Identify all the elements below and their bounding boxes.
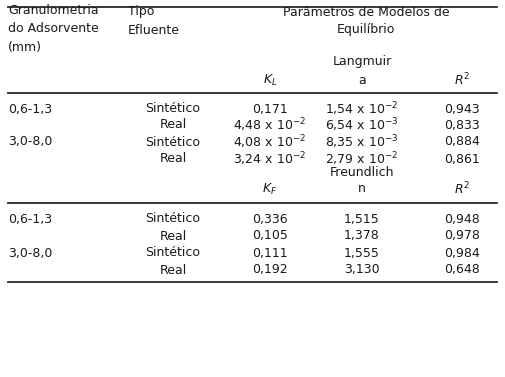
Text: 3,24 x 10$^{-2}$: 3,24 x 10$^{-2}$	[233, 150, 307, 168]
Text: 0,192: 0,192	[252, 264, 288, 276]
Text: 0,943: 0,943	[444, 103, 480, 115]
Text: 0,978: 0,978	[444, 230, 480, 242]
Text: 1,555: 1,555	[344, 247, 380, 259]
Text: Freundlich: Freundlich	[330, 167, 394, 179]
Text: 1,378: 1,378	[344, 230, 380, 242]
Text: 1,515: 1,515	[344, 213, 380, 225]
Text: 3,0-8,0: 3,0-8,0	[8, 135, 53, 149]
Text: 3,130: 3,130	[344, 264, 380, 276]
Text: 0,171: 0,171	[252, 103, 288, 115]
Text: 0,884: 0,884	[444, 135, 480, 149]
Text: Real: Real	[160, 118, 187, 132]
Text: Sintético: Sintético	[145, 247, 200, 259]
Text: Real: Real	[160, 230, 187, 242]
Text: 0,948: 0,948	[444, 213, 480, 225]
Text: Langmuir: Langmuir	[332, 55, 391, 67]
Text: 0,336: 0,336	[252, 213, 288, 225]
Text: $K_L$: $K_L$	[263, 72, 277, 87]
Text: 3,0-8,0: 3,0-8,0	[8, 247, 53, 259]
Text: $R^2$: $R^2$	[454, 181, 470, 197]
Text: n: n	[358, 182, 366, 196]
Text: 2,79 x 10$^{-2}$: 2,79 x 10$^{-2}$	[325, 150, 398, 168]
Text: 0,105: 0,105	[252, 230, 288, 242]
Text: $R^2$: $R^2$	[454, 72, 470, 88]
Text: 8,35 x 10$^{-3}$: 8,35 x 10$^{-3}$	[325, 133, 399, 151]
Text: 0,6-1,3: 0,6-1,3	[8, 103, 52, 115]
Text: 4,08 x 10$^{-2}$: 4,08 x 10$^{-2}$	[233, 133, 307, 151]
Text: 4,48 x 10$^{-2}$: 4,48 x 10$^{-2}$	[233, 116, 307, 134]
Text: 0,648: 0,648	[444, 264, 480, 276]
Text: Real: Real	[160, 264, 187, 276]
Text: Sintético: Sintético	[145, 103, 200, 115]
Text: Granulometria
do Adsorvente
(mm): Granulometria do Adsorvente (mm)	[8, 5, 99, 54]
Text: Tipo
Efluente: Tipo Efluente	[128, 6, 180, 37]
Text: 0,111: 0,111	[252, 247, 288, 259]
Text: 0,833: 0,833	[444, 118, 480, 132]
Text: 1,54 x 10$^{-2}$: 1,54 x 10$^{-2}$	[325, 100, 398, 118]
Text: Sintético: Sintético	[145, 213, 200, 225]
Text: 0,6-1,3: 0,6-1,3	[8, 213, 52, 225]
Text: $K_F$: $K_F$	[262, 181, 278, 196]
Text: 0,984: 0,984	[444, 247, 480, 259]
Text: Real: Real	[160, 153, 187, 166]
Text: 0,861: 0,861	[444, 153, 480, 166]
Text: a: a	[358, 74, 366, 86]
Text: 6,54 x 10$^{-3}$: 6,54 x 10$^{-3}$	[325, 116, 399, 134]
Text: Parâmetros de Modelos de
Equilíbrio: Parâmetros de Modelos de Equilíbrio	[283, 6, 449, 37]
Text: Sintético: Sintético	[145, 135, 200, 149]
